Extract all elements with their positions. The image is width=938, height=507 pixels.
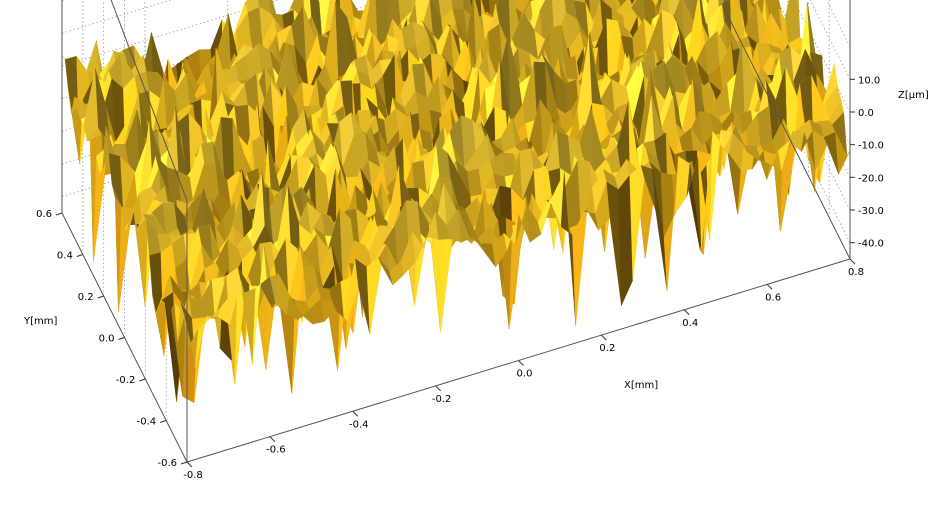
y-tick-label: -0.6 [157,458,177,469]
x-tick-mark [601,334,607,341]
x-tick-label: 0.0 [517,369,533,380]
axis-ticks: -0.8 -0.6 -0.4 -0.2 0.0 0.2 0.4 0.6 0.8 -0.6 -0.4 -… [36,75,884,481]
z-axis-title: Z[µm] [898,90,929,101]
x-tick-label: 0.2 [599,343,615,354]
y-tick-mark [55,212,63,216]
y-tick-label: -0.4 [137,417,157,428]
surface-mesh [61,0,851,404]
y-tick-mark [97,295,104,299]
y-tick-label: 0.0 [99,334,115,345]
x-tick-label: -0.8 [183,470,203,481]
y-tick-label: 0.6 [36,209,52,220]
surface-facet [537,0,546,11]
surface-facet [319,0,330,46]
x-tick-label: -0.6 [266,445,286,456]
x-tick-mark [683,309,690,316]
z-tick-label: -40.0 [858,239,884,250]
x-tick-label: -0.2 [432,394,452,405]
y-tick-label: 0.4 [57,251,73,262]
x-tick-label: 0.4 [682,318,698,329]
y-tick-mark [139,378,146,382]
x-tick-label: 0.6 [765,292,781,303]
box-edge [724,9,851,260]
x-tick-mark [269,436,276,442]
z-tick-label: 10.0 [858,75,880,86]
x-tick-mark [518,360,524,366]
y-axis-title: Y[mm] [23,316,57,327]
x-axis-title: X[mm] [624,380,658,391]
y-tick-label: -0.2 [116,375,136,386]
z-tick-label: -20.0 [858,173,884,184]
surface-facet [835,131,851,176]
x-tick-mark [849,258,856,265]
y-tick-label: 0.2 [78,292,94,303]
box-edge [110,0,188,201]
y-tick-mark [118,337,125,340]
z-tick-label: -30.0 [858,206,884,217]
x-tick-mark [766,284,773,290]
y-tick-mark [160,420,167,423]
z-tick-label: -10.0 [858,141,884,152]
x-tick-mark [352,410,359,417]
x-tick-label: -0.4 [349,419,369,430]
x-tick-mark [186,461,193,468]
y-tick-mark [180,461,188,465]
x-tick-label: 0.8 [848,267,864,278]
z-tick-label: 0.0 [858,108,874,119]
y-tick-mark [76,254,83,257]
x-tick-mark [435,385,441,392]
